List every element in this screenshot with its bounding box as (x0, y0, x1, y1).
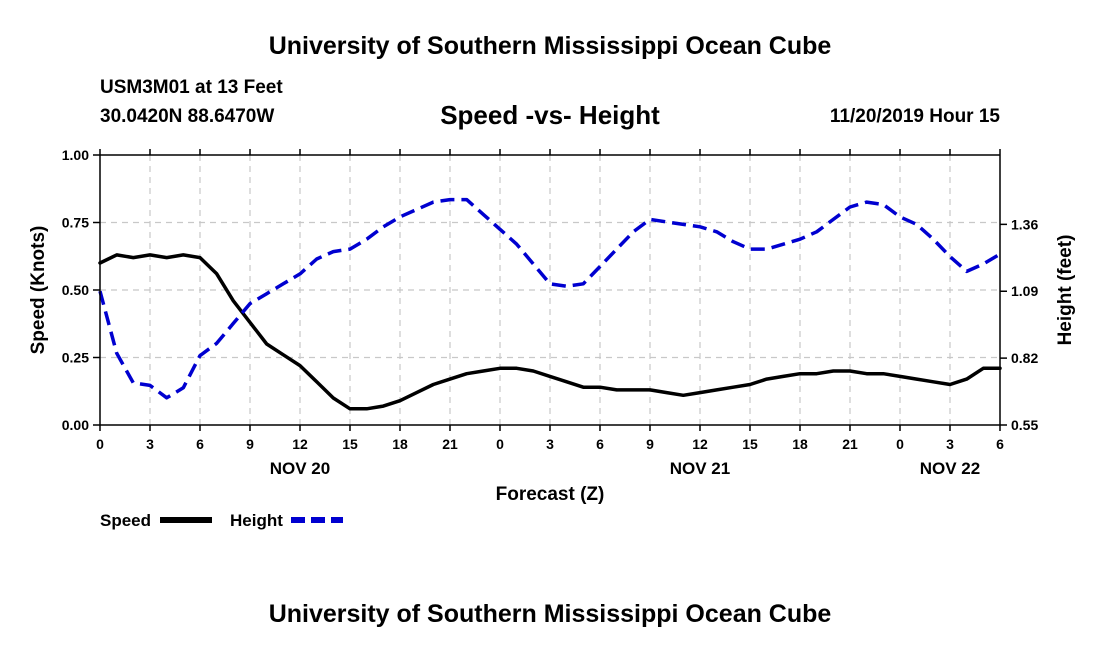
x-tick-label: 6 (596, 436, 604, 452)
legend-speed-label: Speed (100, 511, 151, 530)
x-tick-label: 0 (896, 436, 904, 452)
y-right-tick-label: 0.55 (1011, 417, 1038, 433)
x-tick-label: 12 (292, 436, 308, 452)
x-tick-label: 3 (546, 436, 554, 452)
data-series (98, 197, 1002, 411)
date-label: NOV 22 (920, 459, 980, 478)
station-coordinates: 30.0420N 88.6470W (100, 106, 275, 127)
chart-axes (93, 149, 1007, 431)
speed-series-line (98, 253, 1002, 411)
y-left-tick-label: 0.00 (62, 417, 89, 433)
y-left-tick-label: 0.25 (62, 350, 89, 366)
date-label: NOV 20 (270, 459, 330, 478)
y-right-tick-label: 1.09 (1011, 283, 1038, 299)
x-tick-label: 3 (946, 436, 954, 452)
x-tick-label: 6 (996, 436, 1004, 452)
page-title-top: University of Southern Mississippi Ocean… (268, 32, 832, 60)
axis-labels: 0 3 6 9 12 15 18 21 0 3 6 9 12 15 18 21 0 3 6 NOV 20 NOV 21 N… (28, 147, 1076, 505)
y-right-axis-title: Height (feet) (1055, 235, 1076, 346)
y-left-tick-label: 0.75 (62, 215, 89, 231)
x-tick-label: 3 (146, 436, 154, 452)
speed-height-chart: 0 3 6 9 12 15 18 21 0 3 6 9 12 15 18 21 0 3 6 NOV 20 NOV 21 N… (28, 147, 1076, 530)
y-left-tick-label: 0.50 (62, 282, 89, 298)
page-title-bottom: University of Southern Mississippi Ocean… (268, 600, 832, 628)
chart-legend: Speed Height (100, 511, 343, 530)
x-tick-label: 0 (96, 436, 104, 452)
y-left-axis-title: Speed (Knots) (28, 226, 49, 355)
forecast-datetime: 11/20/2019 Hour 15 (829, 106, 1000, 127)
x-tick-label: 15 (742, 436, 758, 452)
y-right-tick-label: 1.36 (1011, 216, 1038, 232)
x-axis-title: Forecast (Z) (496, 484, 605, 505)
chart-title: Speed -vs- Height (440, 100, 660, 130)
x-tick-label: 15 (342, 436, 358, 452)
date-label: NOV 21 (670, 459, 730, 478)
x-tick-label: 12 (692, 436, 708, 452)
x-tick-label: 9 (646, 436, 654, 452)
y-right-tick-label: 0.82 (1011, 350, 1038, 366)
legend-height-label: Height (230, 511, 283, 530)
x-tick-label: 21 (442, 436, 458, 452)
x-tick-label: 9 (246, 436, 254, 452)
y-left-tick-label: 1.00 (62, 147, 89, 163)
x-tick-label: 0 (496, 436, 504, 452)
height-series-line (98, 197, 1001, 400)
station-label: USM3M01 at 13 Feet (100, 77, 283, 98)
x-tick-label: 21 (842, 436, 858, 452)
x-tick-label: 6 (196, 436, 204, 452)
x-tick-label: 18 (392, 436, 408, 452)
grid-lines (100, 155, 1000, 425)
x-tick-label: 18 (792, 436, 808, 452)
